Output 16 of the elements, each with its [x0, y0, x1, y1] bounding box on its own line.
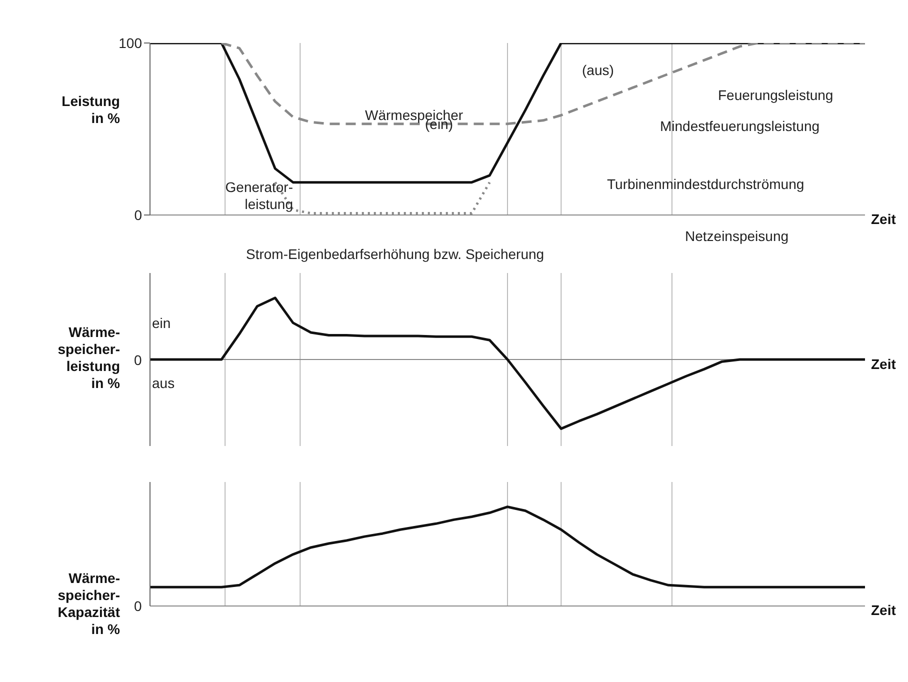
y-tick-label: 100 [118, 34, 142, 51]
annotation: Generator- leistung [224, 179, 293, 213]
annotation: ein [152, 315, 171, 332]
annotation: Feuerungsleistung [718, 87, 834, 104]
y-axis-title: Leistung in % [62, 93, 120, 127]
text: Netzeinspeisung [685, 228, 789, 245]
annotation: aus [152, 375, 175, 392]
x-axis-title: Zeit [871, 211, 896, 227]
x-axis-title: Zeit [871, 602, 896, 618]
text: Strom-Eigenbedarfserhöhung bzw. Speicherung [246, 246, 544, 263]
annotation: (aus) [582, 62, 614, 79]
y-axis-title: Wärme- speicher- leistung in % [58, 324, 120, 392]
annotation: Turbinenmindestdurchströmung [607, 176, 804, 193]
x-axis-title: Zeit [871, 356, 896, 372]
y-axis-title: Wärme- speicher- Kapazität in % [58, 570, 120, 638]
annotation: Mindestfeuerungsleistung [660, 118, 820, 135]
